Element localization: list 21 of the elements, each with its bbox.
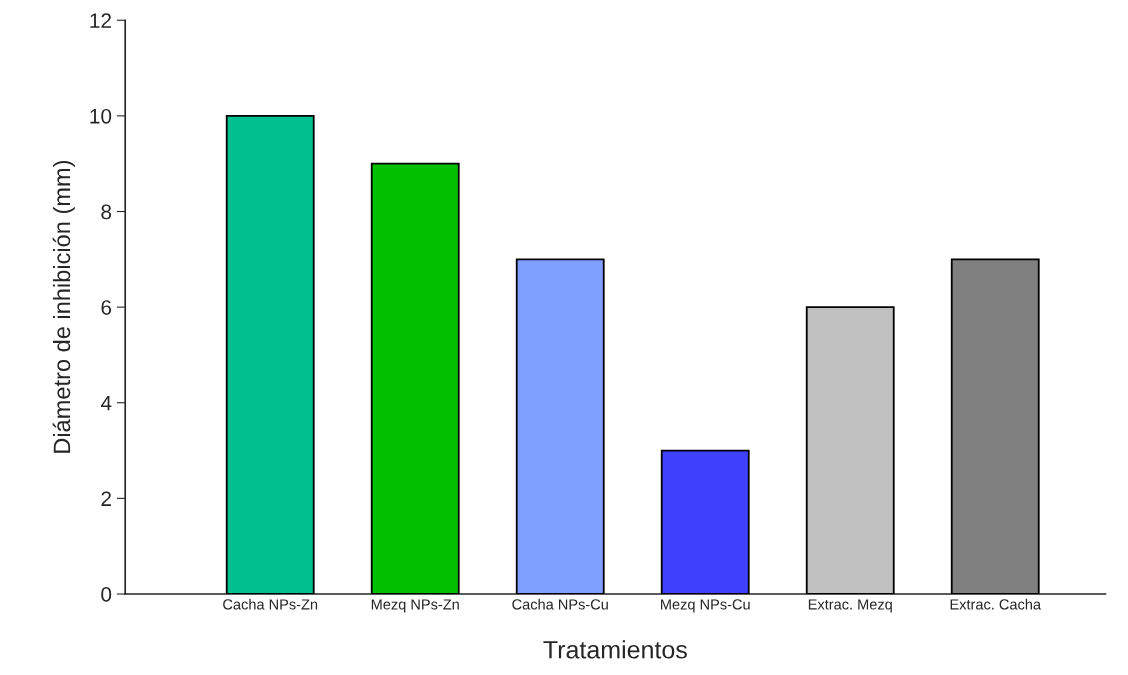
- x-tick-label: Extrac. Cacha: [950, 598, 1042, 610]
- y-tick-label: 0: [101, 587, 112, 602]
- x-tick-label: Cacha NPs-Cu: [512, 598, 608, 610]
- x-tick-label: Cacha NPs-Zn: [223, 598, 318, 610]
- y-tick-label: 10: [90, 108, 112, 124]
- bar: [805, 306, 895, 594]
- bar: [225, 114, 315, 594]
- y-tick-label: 6: [101, 300, 112, 315]
- x-tick-label: Mezq NPs-Cu: [661, 599, 750, 613]
- x-axis-title: Tratamientos: [543, 640, 687, 659]
- bar: [660, 449, 750, 594]
- bar: [370, 162, 460, 594]
- bar: [950, 258, 1040, 594]
- y-tick-label: 2: [101, 491, 111, 506]
- x-tick-label: Extrac. Mezq: [808, 599, 892, 613]
- y-axis-title: Diámetro de inhibición (mm): [52, 160, 75, 453]
- y-tick-label: 4: [100, 395, 112, 411]
- y-tick-label: 8: [101, 204, 112, 220]
- y-tick-label: 12: [90, 13, 111, 28]
- x-tick-label: Mezq NPs-Zn: [371, 599, 459, 613]
- bar: [515, 258, 605, 594]
